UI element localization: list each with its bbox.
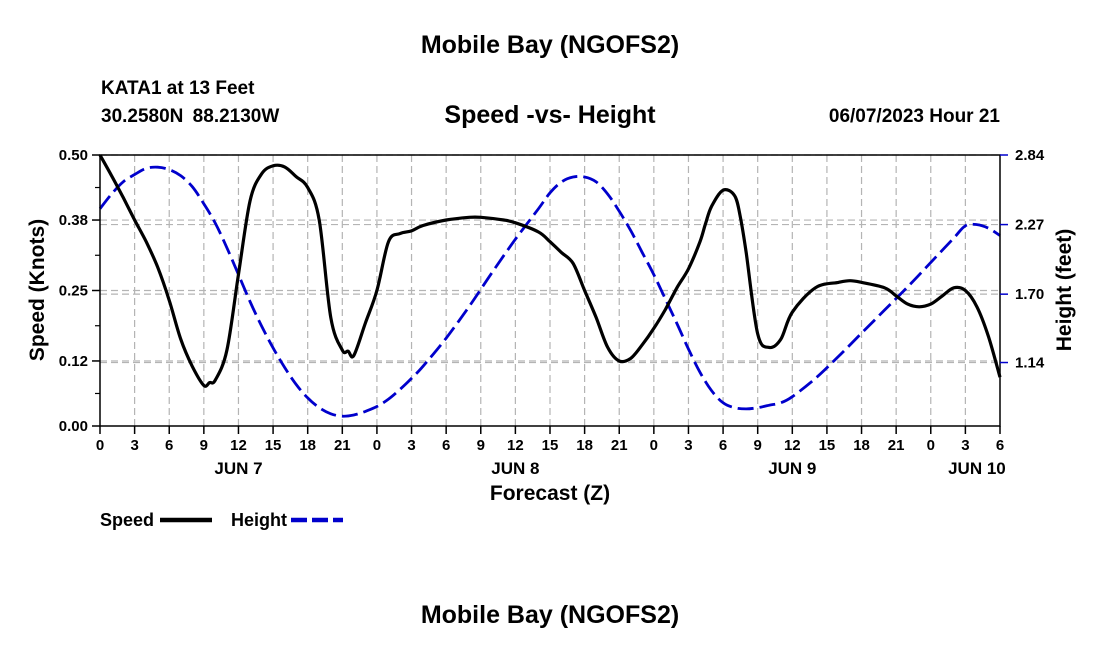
forecast-datetime: 06/07/2023 Hour 21 xyxy=(828,106,1000,127)
x-tick-label: 21 xyxy=(888,437,905,454)
x-tick-label: 12 xyxy=(507,437,524,454)
page-title: Mobile Bay (NGOFS2) xyxy=(420,31,680,59)
x-tick-label: 9 xyxy=(754,437,762,454)
x-tick-label: 6 xyxy=(996,437,1004,454)
x-tick-label: 18 xyxy=(299,437,316,454)
x-tick-label: 6 xyxy=(719,437,727,454)
series-layer xyxy=(98,154,1002,418)
x-tick-label: 21 xyxy=(334,437,351,454)
x-tick-label: 6 xyxy=(165,437,173,454)
x-tick-label: 12 xyxy=(230,437,247,454)
chart-subtitle: Speed -vs- Height xyxy=(444,101,656,129)
y2-tick-label: 1.70 xyxy=(1015,286,1044,303)
x-tick-label: 0 xyxy=(373,437,381,454)
series-line-height xyxy=(98,165,1001,418)
x-tick-label: 21 xyxy=(611,437,628,454)
x-tick-label: 9 xyxy=(477,437,485,454)
legend-label-speed: Speed xyxy=(100,510,154,530)
legend-label-height: Height xyxy=(231,510,287,530)
x-tick-label: 0 xyxy=(927,437,935,454)
x-tick-label: 15 xyxy=(265,437,282,454)
date-label: JUN 10 xyxy=(948,459,1006,478)
x-tick-label: 15 xyxy=(542,437,559,454)
x-tick-label: 12 xyxy=(784,437,801,454)
x-tick-label: 18 xyxy=(853,437,870,454)
station-coordinates: 30.2580N 88.2130W xyxy=(101,106,280,127)
y2-tick-label: 2.84 xyxy=(1015,147,1045,164)
date-label: JUN 9 xyxy=(768,459,816,478)
x-tick-label: 6 xyxy=(442,437,450,454)
y-axis-label: Speed (Knots) xyxy=(26,219,49,361)
y-tick-label: 0.25 xyxy=(59,283,88,300)
y-tick-label: 0.00 xyxy=(59,418,88,435)
x-tick-label: 18 xyxy=(576,437,593,454)
y2-axis-label: Height (feet) xyxy=(1053,229,1076,352)
x-tick-label: 3 xyxy=(407,437,415,454)
y2-tick-label: 2.27 xyxy=(1015,217,1044,234)
legend: Speed Height xyxy=(100,510,343,530)
y2-tick-label: 1.14 xyxy=(1015,355,1045,372)
x-tick-label: 3 xyxy=(130,437,138,454)
x-tick-label: 3 xyxy=(684,437,692,454)
x-tick-label: 9 xyxy=(200,437,208,454)
date-label: JUN 7 xyxy=(214,459,262,478)
x-tick-label: 15 xyxy=(819,437,836,454)
x-tick-label: 0 xyxy=(650,437,658,454)
x-axis-label: Forecast (Z) xyxy=(490,482,610,505)
y-tick-label: 0.38 xyxy=(59,212,88,229)
x-tick-label: 3 xyxy=(961,437,969,454)
date-label: JUN 8 xyxy=(491,459,539,478)
footer-title: Mobile Bay (NGOFS2) xyxy=(420,601,680,629)
station-label: KATA1 at 13 Feet xyxy=(101,78,255,99)
y-tick-label: 0.50 xyxy=(59,147,88,164)
chart-axes: 0 3 6 9 12 15 18 21 0 3 6 9 12 15 18 21 0 3 6 9 12 15 18 21 0 3 6 J… xyxy=(59,147,1045,478)
y-tick-label: 0.12 xyxy=(59,353,88,370)
series-line-speed xyxy=(98,154,1002,388)
x-tick-label: 0 xyxy=(96,437,104,454)
